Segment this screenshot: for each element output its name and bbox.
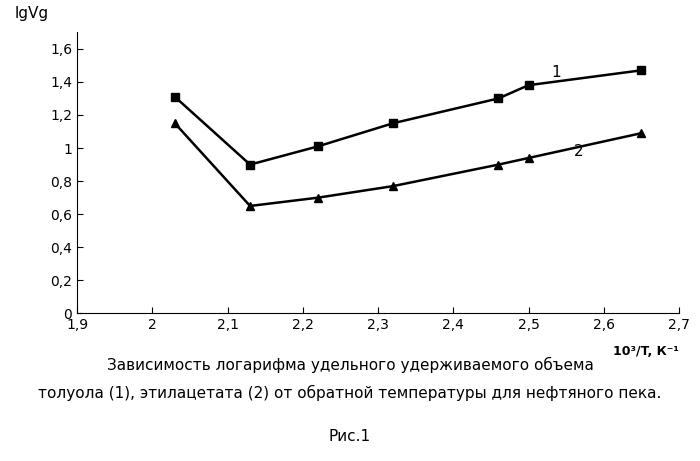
Text: Рис.1: Рис.1 xyxy=(329,429,371,444)
Text: толуола (1), этилацетата (2) от обратной температуры для нефтяного пека.: толуола (1), этилацетата (2) от обратной… xyxy=(38,385,661,401)
Y-axis label: lgVg: lgVg xyxy=(15,6,49,21)
Text: 1: 1 xyxy=(551,65,561,80)
Text: Зависимость логарифма удельного удерживаемого объема: Зависимость логарифма удельного удержива… xyxy=(106,357,594,373)
Text: 2: 2 xyxy=(573,144,583,160)
Text: 10³/T, К⁻¹: 10³/T, К⁻¹ xyxy=(613,345,679,358)
